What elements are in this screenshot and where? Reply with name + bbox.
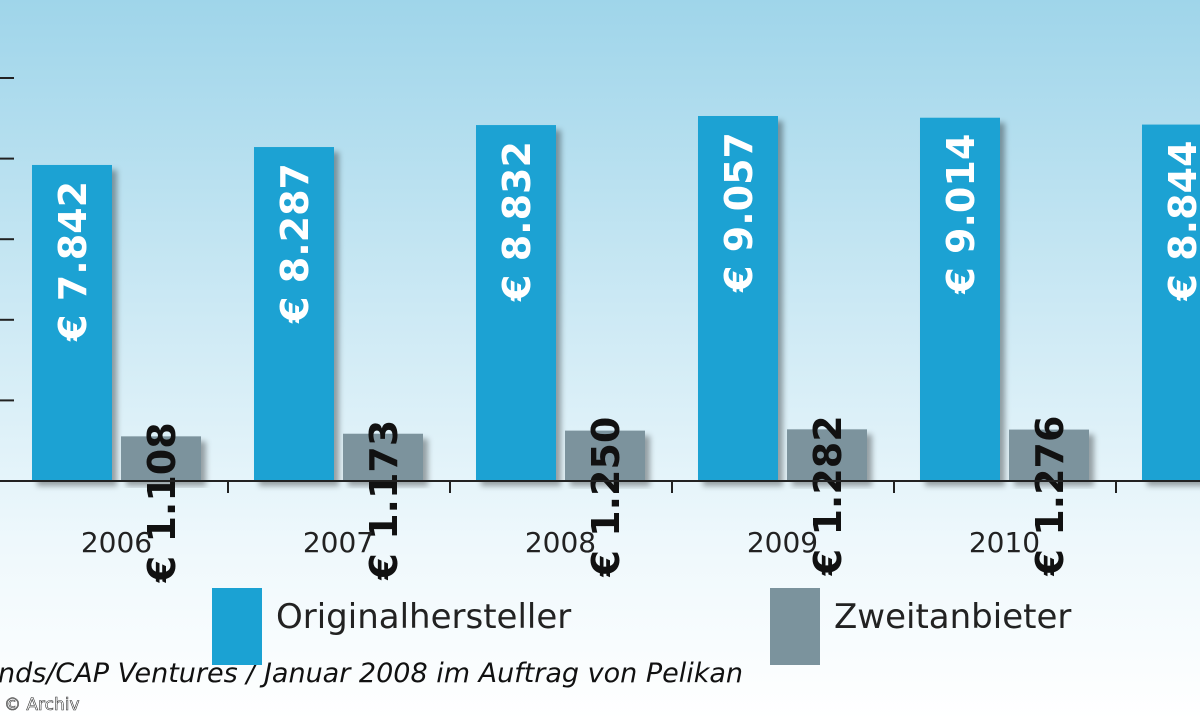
- x-tick-label: 2008: [525, 526, 596, 559]
- legend-swatch: [770, 588, 820, 665]
- x-tick-label: 2009: [747, 526, 818, 559]
- value-label: € 1.108: [140, 422, 184, 583]
- legend-label: Zweitanbieter: [834, 597, 1071, 637]
- bar: [32, 164, 112, 481]
- bar: [920, 117, 1000, 481]
- legend-label: Originalhersteller: [276, 597, 571, 637]
- bar: [1009, 429, 1089, 481]
- bar: [121, 436, 201, 481]
- x-tick-label: 2006: [81, 526, 152, 559]
- value-label: € 8.844: [1161, 141, 1200, 302]
- x-tick-label: 2007: [303, 526, 374, 559]
- bar: [698, 116, 778, 481]
- bar: [1142, 124, 1200, 482]
- value-label: € 1.173: [362, 420, 406, 581]
- x-tick-label: 2010: [969, 526, 1040, 559]
- bar: [343, 433, 423, 481]
- value-label: € 9.057: [717, 132, 761, 293]
- legend-swatch: [212, 588, 262, 665]
- value-label: € 9.014: [939, 134, 983, 295]
- value-label: € 1.250: [584, 417, 628, 578]
- value-label: € 8.287: [273, 163, 317, 324]
- bar: [254, 147, 334, 481]
- bar: [787, 429, 867, 481]
- credit: © Archiv: [4, 695, 80, 715]
- value-label: € 1.282: [806, 415, 850, 576]
- value-label: € 7.842: [51, 181, 95, 342]
- bar: [476, 125, 556, 481]
- bar: [565, 430, 645, 481]
- source: nds/CAP Ventures / Januar 2008 im Auftra…: [0, 658, 743, 689]
- value-label: € 1.276: [1028, 416, 1072, 577]
- value-label: € 8.832: [495, 141, 539, 302]
